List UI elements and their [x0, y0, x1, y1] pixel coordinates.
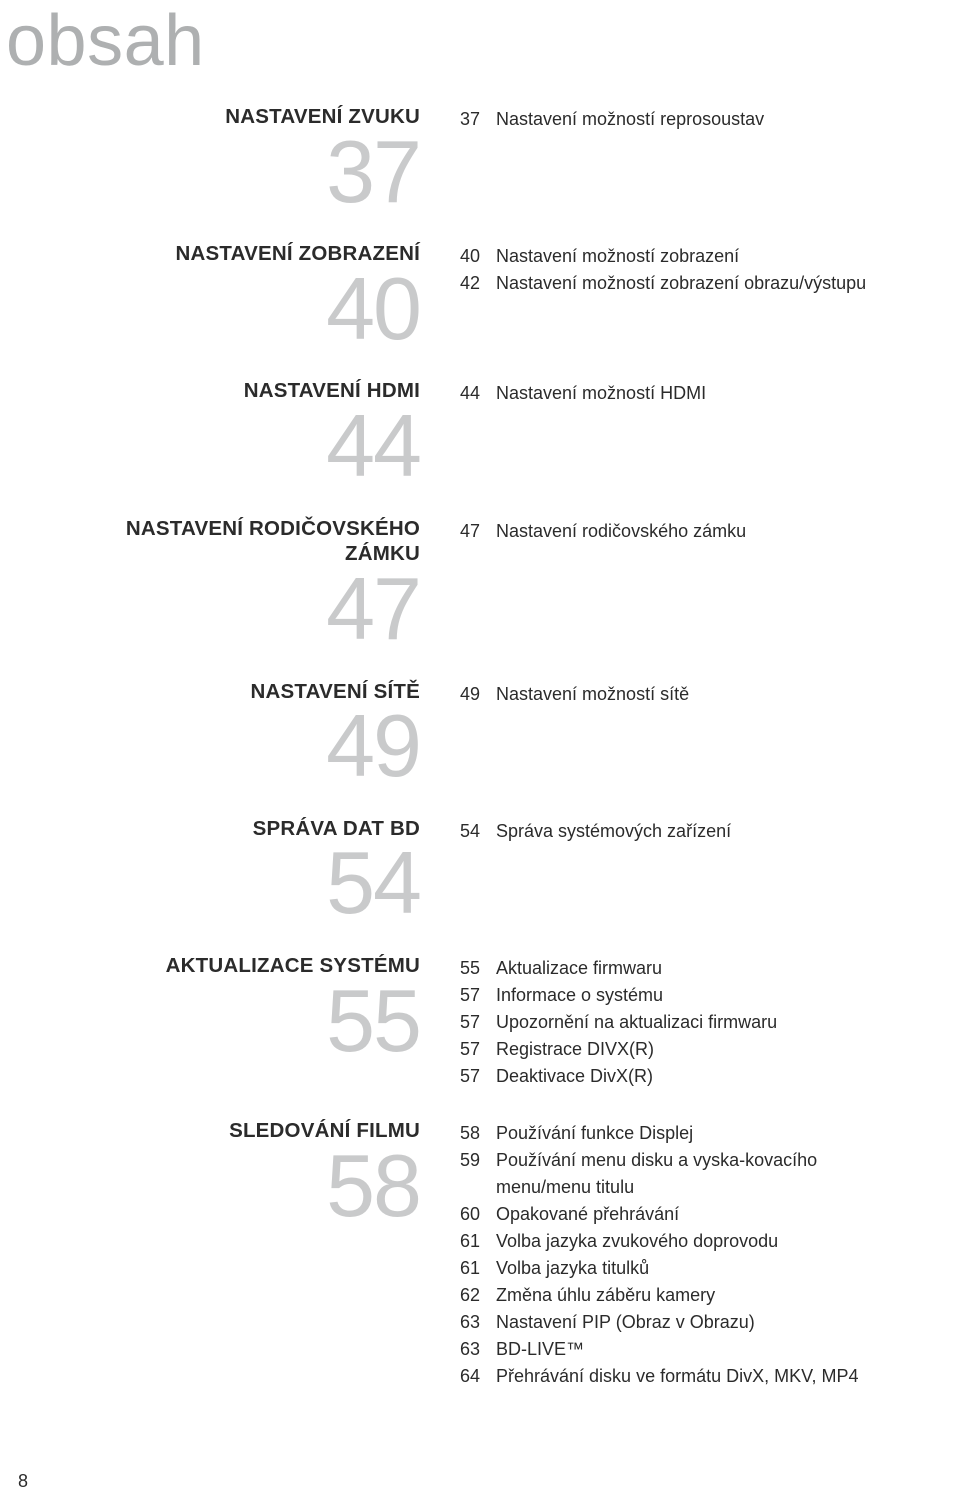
section-entries: 58Používání funkce Displej59Používání me… — [460, 1118, 916, 1390]
toc-entry: 64Přehrávání disku ve formátu DivX, MKV,… — [460, 1363, 916, 1390]
section-left: SPRÁVA DAT BD54 — [0, 816, 460, 925]
toc-entry: 57Informace o systému — [460, 982, 777, 1009]
toc-entry: 63Nastavení PIP (Obraz v Obrazu) — [460, 1309, 916, 1336]
toc-entry: 40Nastavení možností zobrazení — [460, 243, 866, 270]
section-left: NASTAVENÍ SÍTĚ49 — [0, 679, 460, 788]
entry-text: Nastavení možností sítě — [496, 681, 689, 708]
toc-entry: 37Nastavení možností reprosoustav — [460, 106, 764, 133]
entry-text: Aktualizace firmwaru — [496, 955, 662, 982]
entry-page: 40 — [460, 243, 496, 270]
section-big-number: 40 — [0, 267, 420, 351]
section-entries: 55Aktualizace firmwaru57Informace o syst… — [460, 953, 777, 1090]
entry-text: Deaktivace DivX(R) — [496, 1063, 653, 1090]
entry-text: Informace o systému — [496, 982, 663, 1009]
entry-page: 61 — [460, 1228, 496, 1255]
toc-entry: 55Aktualizace firmwaru — [460, 955, 777, 982]
toc-entry: 59Používání menu disku a vyska-kovacího … — [460, 1147, 916, 1201]
entry-page: 58 — [460, 1120, 496, 1147]
entry-text: Nastavení možností zobrazení obrazu/výst… — [496, 270, 866, 297]
entry-page: 54 — [460, 818, 496, 845]
toc-entry: 44Nastavení možností HDMI — [460, 380, 706, 407]
entry-text: Používání menu disku a vyska-kovacího me… — [496, 1147, 916, 1201]
section-left: SLEDOVÁNÍ FILMU58 — [0, 1118, 460, 1227]
toc-entry: 60Opakované přehrávání — [460, 1201, 916, 1228]
toc-section: NASTAVENÍ RODIČOVSKÉHOZÁMKU4747Nastavení… — [0, 516, 960, 651]
entry-page: 57 — [460, 1063, 496, 1090]
entry-text: Nastavení PIP (Obraz v Obrazu) — [496, 1309, 755, 1336]
toc-entry: 58Používání funkce Displej — [460, 1120, 916, 1147]
entry-page: 37 — [460, 106, 496, 133]
entry-text: Změna úhlu záběru kamery — [496, 1282, 715, 1309]
section-left: NASTAVENÍ HDMI44 — [0, 378, 460, 487]
section-entries: 40Nastavení možností zobrazení42Nastaven… — [460, 241, 866, 297]
section-big-number: 55 — [0, 979, 420, 1063]
toc-entry: 62Změna úhlu záběru kamery — [460, 1282, 916, 1309]
entry-page: 42 — [460, 270, 496, 297]
toc-content: NASTAVENÍ ZVUKU3737Nastavení možností re… — [0, 104, 960, 1418]
entry-page: 62 — [460, 1282, 496, 1309]
entry-text: Volba jazyka zvukového doprovodu — [496, 1228, 778, 1255]
entry-page: 63 — [460, 1336, 496, 1363]
section-big-number: 58 — [0, 1144, 420, 1228]
entry-page: 59 — [460, 1147, 496, 1174]
section-left: AKTUALIZACE SYSTÉMU55 — [0, 953, 460, 1062]
toc-entry: 42Nastavení možností zobrazení obrazu/vý… — [460, 270, 866, 297]
page-number-footer: 8 — [18, 1471, 28, 1492]
toc-entry: 61Volba jazyka zvukového doprovodu — [460, 1228, 916, 1255]
toc-section: SPRÁVA DAT BD5454Správa systémových zaří… — [0, 816, 960, 925]
entry-text: Volba jazyka titulků — [496, 1255, 649, 1282]
entry-page: 49 — [460, 681, 496, 708]
entry-text: Registrace DIVX(R) — [496, 1036, 654, 1063]
entry-page: 55 — [460, 955, 496, 982]
toc-section: SLEDOVÁNÍ FILMU5858Používání funkce Disp… — [0, 1118, 960, 1390]
toc-entry: 57Upozornění na aktualizaci firmwaru — [460, 1009, 777, 1036]
entry-text: Opakované přehrávání — [496, 1201, 679, 1228]
entry-page: 60 — [460, 1201, 496, 1228]
entry-page: 61 — [460, 1255, 496, 1282]
section-big-number: 49 — [0, 704, 420, 788]
entry-page: 57 — [460, 1036, 496, 1063]
section-left: NASTAVENÍ RODIČOVSKÉHOZÁMKU47 — [0, 516, 460, 651]
toc-section: AKTUALIZACE SYSTÉMU5555Aktualizace firmw… — [0, 953, 960, 1090]
entry-text: Přehrávání disku ve formátu DivX, MKV, M… — [496, 1363, 858, 1390]
entry-text: Používání funkce Displej — [496, 1120, 693, 1147]
section-big-number: 37 — [0, 130, 420, 214]
toc-entry: 57Deaktivace DivX(R) — [460, 1063, 777, 1090]
entry-text: Nastavení možností zobrazení — [496, 243, 739, 270]
entry-page: 57 — [460, 1009, 496, 1036]
toc-section: NASTAVENÍ ZVUKU3737Nastavení možností re… — [0, 104, 960, 213]
entry-text: Upozornění na aktualizaci firmwaru — [496, 1009, 777, 1036]
entry-page: 57 — [460, 982, 496, 1009]
entry-page: 47 — [460, 518, 496, 545]
entry-text: Nastavení možností reprosoustav — [496, 106, 764, 133]
toc-entry: 47Nastavení rodičovského zámku — [460, 518, 746, 545]
toc-entry: 49Nastavení možností sítě — [460, 681, 689, 708]
toc-entry: 54Správa systémových zařízení — [460, 818, 731, 845]
section-entries: 54Správa systémových zařízení — [460, 816, 731, 845]
entry-page: 64 — [460, 1363, 496, 1390]
entry-text: Nastavení rodičovského zámku — [496, 518, 746, 545]
toc-section: NASTAVENÍ ZOBRAZENÍ4040Nastavení možnost… — [0, 241, 960, 350]
section-entries: 47Nastavení rodičovského zámku — [460, 516, 746, 545]
entry-page: 44 — [460, 380, 496, 407]
section-entries: 37Nastavení možností reprosoustav — [460, 104, 764, 133]
section-left: NASTAVENÍ ZOBRAZENÍ40 — [0, 241, 460, 350]
toc-section: NASTAVENÍ SÍTĚ4949Nastavení možností sít… — [0, 679, 960, 788]
section-left: NASTAVENÍ ZVUKU37 — [0, 104, 460, 213]
section-big-number: 54 — [0, 841, 420, 925]
section-entries: 44Nastavení možností HDMI — [460, 378, 706, 407]
toc-section: NASTAVENÍ HDMI4444Nastavení možností HDM… — [0, 378, 960, 487]
section-entries: 49Nastavení možností sítě — [460, 679, 689, 708]
toc-entry: 63BD-LIVE™ — [460, 1336, 916, 1363]
section-big-number: 47 — [0, 567, 420, 651]
entry-text: BD-LIVE™ — [496, 1336, 584, 1363]
page-title: obsah — [6, 0, 205, 82]
section-big-number: 44 — [0, 404, 420, 488]
entry-page: 63 — [460, 1309, 496, 1336]
entry-text: Správa systémových zařízení — [496, 818, 731, 845]
toc-entry: 57Registrace DIVX(R) — [460, 1036, 777, 1063]
entry-text: Nastavení možností HDMI — [496, 380, 706, 407]
toc-entry: 61Volba jazyka titulků — [460, 1255, 916, 1282]
